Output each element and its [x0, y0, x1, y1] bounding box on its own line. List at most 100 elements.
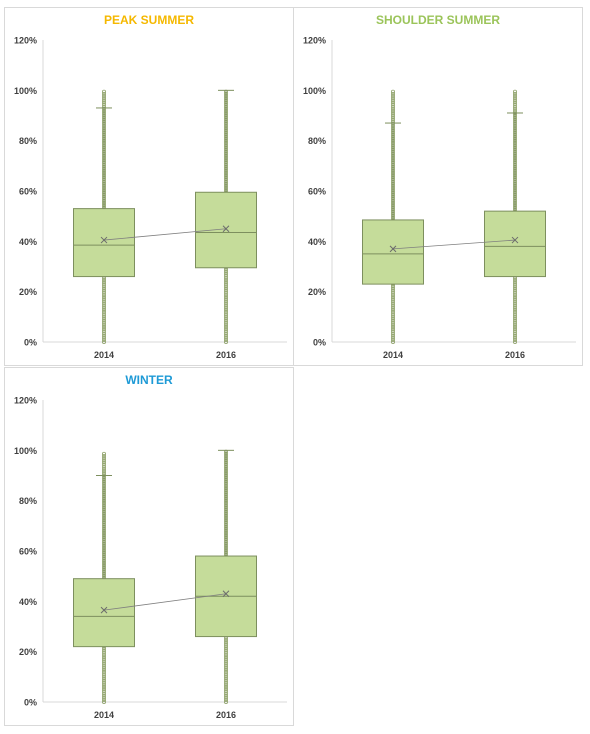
outlier-point — [512, 286, 517, 291]
outlier-point — [512, 290, 517, 295]
outlier-point — [102, 674, 107, 679]
outlier-point — [102, 652, 107, 657]
outlier-point — [102, 648, 107, 653]
outlier-point — [223, 661, 228, 666]
outlier-point — [223, 322, 228, 327]
outlier-point — [102, 331, 107, 336]
outlier-point — [512, 333, 517, 338]
outlier-point — [512, 314, 517, 319]
outlier-point — [102, 657, 107, 662]
x-tick-label: 2014 — [94, 710, 114, 720]
outlier-point — [223, 331, 228, 336]
outlier-point — [102, 453, 107, 458]
outlier-point — [102, 451, 107, 456]
outlier-point — [102, 318, 107, 323]
outlier-point — [102, 288, 107, 293]
outlier-point — [391, 290, 396, 295]
outlier-point — [223, 637, 228, 642]
outlier-point — [223, 275, 228, 280]
outlier-point — [102, 316, 107, 321]
outlier-point — [102, 672, 107, 677]
outlier-point — [102, 687, 107, 692]
outlier-point — [102, 320, 107, 325]
outlier-point — [223, 693, 228, 698]
outlier-point — [391, 100, 396, 105]
outlier-point — [102, 695, 107, 700]
y-tick-label: 40% — [308, 237, 326, 247]
outlier-point — [512, 282, 517, 287]
chart-shoulder-summer: SHOULDER SUMMER 0% 20% 40% 60% 80% 100% 120% 20… — [293, 7, 583, 366]
outlier-point — [223, 650, 228, 655]
outlier-point — [102, 680, 107, 685]
outlier-point — [512, 288, 517, 293]
outlier-point — [223, 333, 228, 338]
mean-line — [103, 228, 227, 241]
mean-marker-stroke — [100, 236, 108, 244]
box-iqr — [73, 208, 135, 278]
x-tick-label: 2016 — [216, 350, 236, 360]
outlier-point — [102, 303, 107, 308]
outlier-point — [391, 307, 396, 312]
outlier-point — [223, 314, 228, 319]
x-tick-label: 2014 — [383, 350, 403, 360]
outlier-point — [391, 93, 396, 98]
outlier-point — [512, 104, 517, 109]
outlier-point — [223, 295, 228, 300]
outlier-point — [512, 307, 517, 312]
outlier-point — [512, 322, 517, 327]
outlier-point — [102, 277, 107, 282]
outlier-point — [223, 301, 228, 306]
outlier-point — [391, 310, 396, 315]
outlier-point — [512, 320, 517, 325]
outlier-point — [102, 339, 107, 344]
x-tick-label: 2014 — [94, 350, 114, 360]
outlier-point — [102, 682, 107, 687]
outlier-point — [512, 299, 517, 304]
outlier-point — [223, 307, 228, 312]
outlier-point — [391, 329, 396, 334]
outlier-point — [102, 665, 107, 670]
outlier-point — [223, 305, 228, 310]
outlier-point — [102, 663, 107, 668]
outlier-point — [223, 290, 228, 295]
y-tick-label: 100% — [14, 446, 37, 456]
outlier-point — [102, 458, 107, 463]
outlier-point — [391, 106, 396, 111]
outlier-point — [512, 325, 517, 330]
outlier-point — [223, 299, 228, 304]
outlier-point — [391, 284, 396, 289]
outlier-point — [391, 117, 396, 122]
outlier-point — [223, 642, 228, 647]
outlier-point — [391, 337, 396, 342]
y-tick-label: 20% — [308, 287, 326, 297]
y-tick-label: 80% — [19, 136, 37, 146]
outlier-point — [102, 91, 107, 96]
outlier-point — [223, 663, 228, 668]
y-tick-label: 40% — [19, 597, 37, 607]
outlier-point — [512, 316, 517, 321]
outlier-point — [391, 108, 396, 113]
outlier-point — [102, 689, 107, 694]
outlier-point — [223, 678, 228, 683]
outlier-point — [223, 674, 228, 679]
mean-marker — [100, 236, 108, 244]
outlier-point — [102, 468, 107, 473]
outlier-point — [223, 335, 228, 340]
outlier-point — [512, 329, 517, 334]
outlier-point — [512, 277, 517, 282]
outlier-point — [102, 335, 107, 340]
box-iqr — [73, 578, 135, 648]
outlier-point — [223, 284, 228, 289]
outlier-point — [512, 292, 517, 297]
outlier-point — [223, 657, 228, 662]
outlier-point — [102, 691, 107, 696]
outlier-point — [512, 337, 517, 342]
outlier-point — [102, 98, 107, 103]
outlier-point — [512, 310, 517, 315]
outlier-point — [102, 93, 107, 98]
outlier-point — [512, 102, 517, 107]
outlier-point — [223, 273, 228, 278]
outlier-point — [512, 284, 517, 289]
outlier-point — [223, 320, 228, 325]
box-iqr — [484, 210, 546, 278]
